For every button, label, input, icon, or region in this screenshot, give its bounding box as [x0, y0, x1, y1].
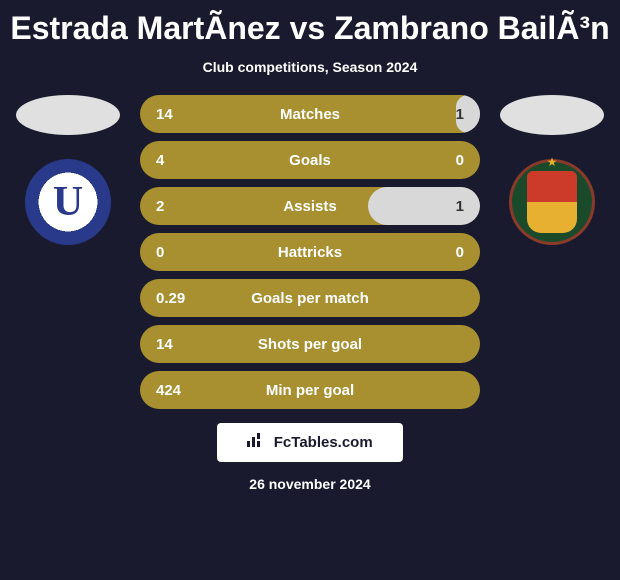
player-right-avatar-placeholder	[500, 95, 604, 135]
stat-left-value: 14	[156, 336, 173, 353]
club-right-crest-icon	[509, 159, 595, 245]
content-row: 14Matches14Goals02Assists10Hattricks00.2…	[0, 95, 620, 409]
stat-label: Min per goal	[266, 382, 354, 399]
stats-column: 14Matches14Goals02Assists10Hattricks00.2…	[140, 95, 480, 409]
player-left-column	[8, 95, 128, 245]
stat-bar: 4 Goals 0	[140, 141, 480, 179]
stat-bar: 14 Matches 1	[140, 95, 480, 133]
stat-bar: 0.29 Goals per match	[140, 279, 480, 317]
brand-bars-icon	[247, 433, 265, 447]
page-title: Estrada MartÃ­nez vs Zambrano BailÃ³n	[0, 10, 620, 47]
stat-left-value: 4	[156, 152, 164, 169]
stat-bar: 2 Assists 1	[140, 187, 480, 225]
stat-bar: 14 Shots per goal	[140, 325, 480, 363]
brand-box: FcTables.com	[217, 423, 402, 462]
stat-left-value: 2	[156, 198, 164, 215]
stat-label: Assists	[283, 198, 336, 215]
player-right-column	[492, 95, 612, 245]
footer: FcTables.com	[0, 423, 620, 462]
stat-label: Hattricks	[278, 244, 342, 261]
stat-left-value: 0.29	[156, 290, 185, 307]
stat-left-value: 14	[156, 106, 173, 123]
comparison-card: Estrada MartÃ­nez vs Zambrano BailÃ³n Cl…	[0, 0, 620, 580]
stat-left-value: 424	[156, 382, 181, 399]
stat-right-value: 0	[456, 244, 464, 261]
stat-bar: 0 Hattricks 0	[140, 233, 480, 271]
stat-right-value: 1	[456, 106, 464, 123]
club-right-shield-icon	[527, 171, 577, 233]
stat-right-value: 1	[456, 198, 464, 215]
page-subtitle: Club competitions, Season 2024	[0, 59, 620, 75]
stat-label: Goals	[289, 152, 331, 169]
date-text: 26 november 2024	[0, 476, 620, 492]
stat-label: Matches	[280, 106, 340, 123]
stat-bar: 424 Min per goal	[140, 371, 480, 409]
club-left-crest-icon	[25, 159, 111, 245]
stat-right-value: 0	[456, 152, 464, 169]
stat-label: Shots per goal	[258, 336, 362, 353]
player-left-avatar-placeholder	[16, 95, 120, 135]
stat-label: Goals per match	[251, 290, 369, 307]
brand-text: FcTables.com	[274, 434, 373, 451]
stat-left-value: 0	[156, 244, 164, 261]
